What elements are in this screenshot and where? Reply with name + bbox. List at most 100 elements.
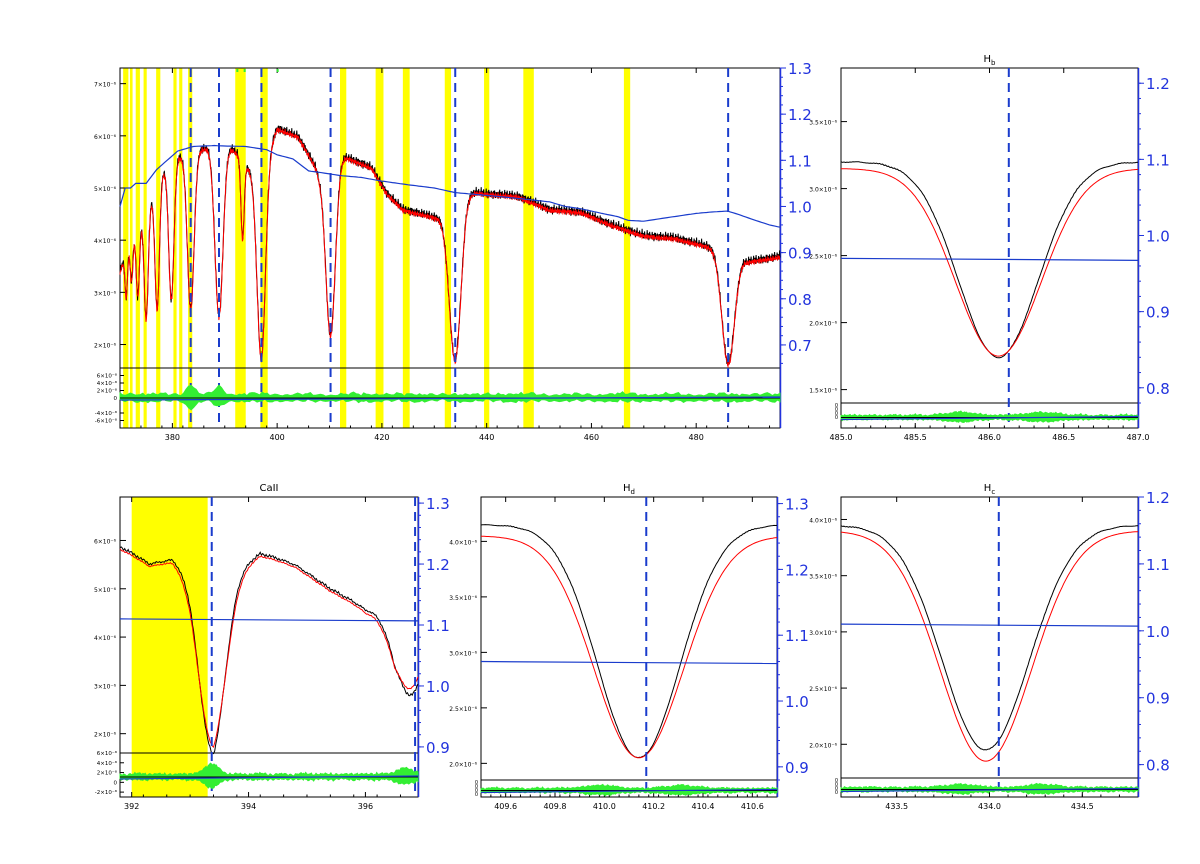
full-mask-band-0 <box>123 68 129 428</box>
hd-plot-frame <box>480 496 778 781</box>
hd-y2-tick-label: 1.3 <box>785 496 809 514</box>
full-mask-band-9 <box>260 68 268 428</box>
full-y-tick-label: 3×10⁻⁶ <box>94 290 117 297</box>
hc-y-tick-label: 2.0×10⁻⁶ <box>809 742 837 749</box>
hd-continuum-curve <box>480 660 778 665</box>
full-y-tick-label: 4×10⁻⁶ <box>94 238 117 245</box>
hb-x-tick-label: 486.5 <box>1052 433 1075 442</box>
hc-title-sub: c <box>991 488 995 496</box>
hd-x-tick-label: 409.8 <box>544 802 567 811</box>
full-mask-band-11 <box>375 68 384 428</box>
full-continuum-curve <box>119 144 781 228</box>
hb-title: Hb <box>984 54 997 67</box>
hb-y2-tick-label: 1.0 <box>1146 228 1170 246</box>
hd-observed-spectrum <box>480 524 778 759</box>
hb-x-tick-label: 485.0 <box>830 433 853 442</box>
full-mask-band-3 <box>143 68 147 428</box>
full-resid-tick-label: 2×10⁻⁸ <box>97 388 118 395</box>
hc-resid-tick-label: 0 <box>835 778 838 784</box>
hb-resid-tick-label: 0 <box>835 403 838 409</box>
h-delta-panel: 409.6 409.8 410.0 410.2 410.4 410.6 2.0×10⁻⁶ 2.… <box>449 483 809 811</box>
hd-y-tick-label: 4.0×10⁻⁶ <box>449 539 477 546</box>
hc-observed-spectrum <box>840 525 1139 751</box>
full-resid-tick-label: 6×10⁻⁸ <box>97 373 118 380</box>
full-y2-tick-label: 1.1 <box>788 152 812 170</box>
full-mask-band-13 <box>444 68 452 428</box>
hb-resid-tick-label: 0 <box>835 415 838 421</box>
full-spectrum-panel: 380 400 420 440 460 480 2×10⁻⁶ 3×10⁻⁶ 4×10⁻⁶ 5×10… <box>94 60 812 442</box>
hd-resid-tick-label: 0 <box>475 780 478 786</box>
full-resid-tick-label: 4×10⁻⁸ <box>97 380 118 387</box>
hd-x-tick-label: 410.0 <box>593 802 616 811</box>
caII-model-spectrum <box>119 548 419 749</box>
caII-y-tick-label: 2×10⁻⁶ <box>94 732 117 739</box>
hc-y2-tick-label: 1.2 <box>1146 489 1170 507</box>
hb-y2-tick-label: 0.8 <box>1146 380 1170 398</box>
hd-y-tick-label: 2.5×10⁻⁶ <box>449 706 477 713</box>
full-y2-tick-label: 1.2 <box>788 106 812 124</box>
hd-resid-tick-label: 0 <box>475 788 478 794</box>
full-mask-band-14 <box>484 68 490 428</box>
full-mask-band-15 <box>523 68 534 428</box>
full-x-tick-label: 440 <box>479 433 494 442</box>
hb-y-tick-label: 3.5×10⁻⁶ <box>809 120 837 127</box>
hb-continuum-curve <box>840 257 1139 261</box>
hc-y-tick-label: 3.0×10⁻⁶ <box>809 630 837 637</box>
full-mask-band-2 <box>135 68 140 428</box>
h-beta-panel: 485.0 485.5 486.0 486.5 487.0 1.5×10⁻⁶ 2.0×10⁻… <box>809 54 1170 442</box>
full-star-mark-0 <box>236 69 239 72</box>
hc-y-tick-label: 3.5×10⁻⁶ <box>809 574 837 581</box>
caII-y2-tick-label: 1.3 <box>426 495 450 513</box>
hc-x-tick-label: 434.0 <box>978 802 1001 811</box>
caII-x-tick-label: 392 <box>124 802 139 811</box>
hd-title-main: H <box>623 483 631 494</box>
caII-x-tick-label: 396 <box>358 802 373 811</box>
hc-y2-tick-label: 0.8 <box>1146 757 1170 775</box>
full-mask-band-12 <box>402 68 410 428</box>
full-mask-band-6 <box>179 68 183 428</box>
hc-title: Hc <box>984 483 996 496</box>
full-y-tick-label: 6×10⁻⁶ <box>94 134 117 141</box>
hc-y-tick-label: 4.0×10⁻⁶ <box>809 517 837 524</box>
hb-title-main: H <box>984 54 992 65</box>
full-mask-band-10 <box>340 68 347 428</box>
hb-resid-tick-label: 0 <box>835 407 838 413</box>
hd-y-tick-label: 3.5×10⁻⁶ <box>449 595 477 602</box>
full-resid-tick-label: 0 <box>114 396 118 402</box>
hc-y2-tick-label: 1.1 <box>1146 556 1170 574</box>
hd-y-tick-label: 2.0×10⁻⁶ <box>449 761 477 768</box>
caII-y-tick-label: 5×10⁻⁶ <box>94 587 117 594</box>
hc-x-tick-label: 434.5 <box>1071 802 1094 811</box>
full-y2-tick-label: 0.8 <box>788 291 812 309</box>
caII-y2-tick-label: 1.1 <box>426 617 450 635</box>
caII-title-main: CaII <box>259 483 278 494</box>
hd-x-tick-label: 410.6 <box>741 802 764 811</box>
hd-title: Hd <box>623 483 635 496</box>
hb-y-tick-label: 1.5×10⁻⁶ <box>809 388 837 395</box>
full-mask-band-5 <box>173 68 177 428</box>
hb-y-tick-label: 2.0×10⁻⁶ <box>809 321 837 328</box>
hb-title-sub: b <box>991 59 996 67</box>
hb-residual-trend <box>840 415 1139 421</box>
full-mask-band-4 <box>156 68 161 428</box>
hc-continuum-curve <box>840 623 1139 627</box>
hc-resid-tick-label: 0 <box>835 786 838 792</box>
full-x-tick-label: 400 <box>270 433 285 442</box>
hd-resid-tick-label: 0 <box>475 792 478 798</box>
full-x-tick-label: 460 <box>584 433 599 442</box>
hc-resid-tick-label: 0 <box>835 790 838 796</box>
hb-x-tick-label: 486.0 <box>978 433 1001 442</box>
caII-resid-tick-label: 4×10⁻⁸ <box>97 760 118 767</box>
full-y2-tick-label: 1.3 <box>788 60 812 78</box>
hd-resid-tick-label: 0 <box>475 784 478 790</box>
hc-model-spectrum <box>840 531 1139 762</box>
hd-y2-tick-label: 1.0 <box>785 693 809 711</box>
hd-model-spectrum <box>480 535 778 759</box>
hb-y2-tick-label: 0.9 <box>1146 304 1170 322</box>
caII-continuum-curve <box>119 618 419 622</box>
hb-residual-band <box>840 410 1139 424</box>
full-star-mark-1 <box>243 69 246 72</box>
hd-x-tick-label: 410.2 <box>642 802 665 811</box>
